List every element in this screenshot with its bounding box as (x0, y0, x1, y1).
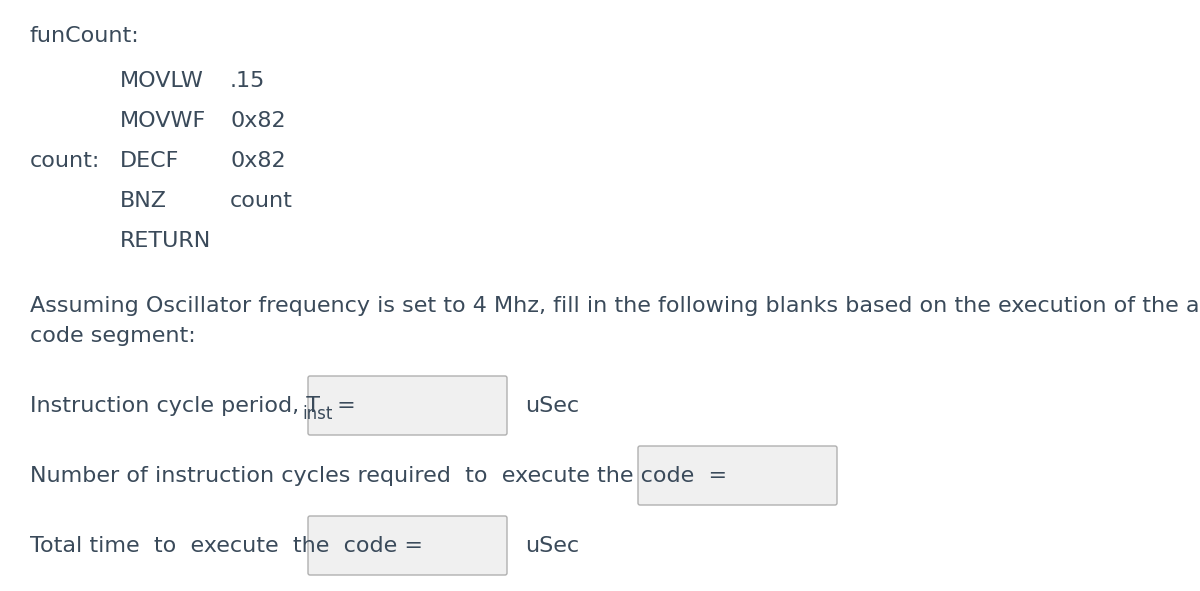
Text: count:: count: (30, 151, 101, 171)
Text: code segment:: code segment: (30, 326, 196, 346)
FancyBboxPatch shape (308, 516, 508, 575)
Text: MOVWF: MOVWF (120, 111, 206, 131)
Text: Number of instruction cycles required  to  execute the code  =: Number of instruction cycles required to… (30, 466, 727, 486)
Text: count: count (230, 191, 293, 211)
Text: uSec: uSec (526, 396, 580, 416)
Text: .15: .15 (230, 71, 265, 91)
Text: 0x82: 0x82 (230, 111, 286, 131)
Text: Assuming Oscillator frequency is set to 4 Mhz, fill in the following blanks base: Assuming Oscillator frequency is set to … (30, 296, 1200, 316)
FancyBboxPatch shape (308, 376, 508, 435)
Text: 0x82: 0x82 (230, 151, 286, 171)
Text: RETURN: RETURN (120, 231, 211, 251)
Text: funCount:: funCount: (30, 26, 139, 46)
Text: DECF: DECF (120, 151, 179, 171)
Text: BNZ: BNZ (120, 191, 167, 211)
Text: inst: inst (302, 405, 332, 423)
Text: Total time  to  execute  the  code =: Total time to execute the code = (30, 536, 424, 556)
Text: =: = (330, 396, 355, 416)
Text: uSec: uSec (526, 536, 580, 556)
Text: MOVLW: MOVLW (120, 71, 204, 91)
Text: Instruction cycle period, T: Instruction cycle period, T (30, 396, 320, 416)
FancyBboxPatch shape (638, 446, 838, 505)
